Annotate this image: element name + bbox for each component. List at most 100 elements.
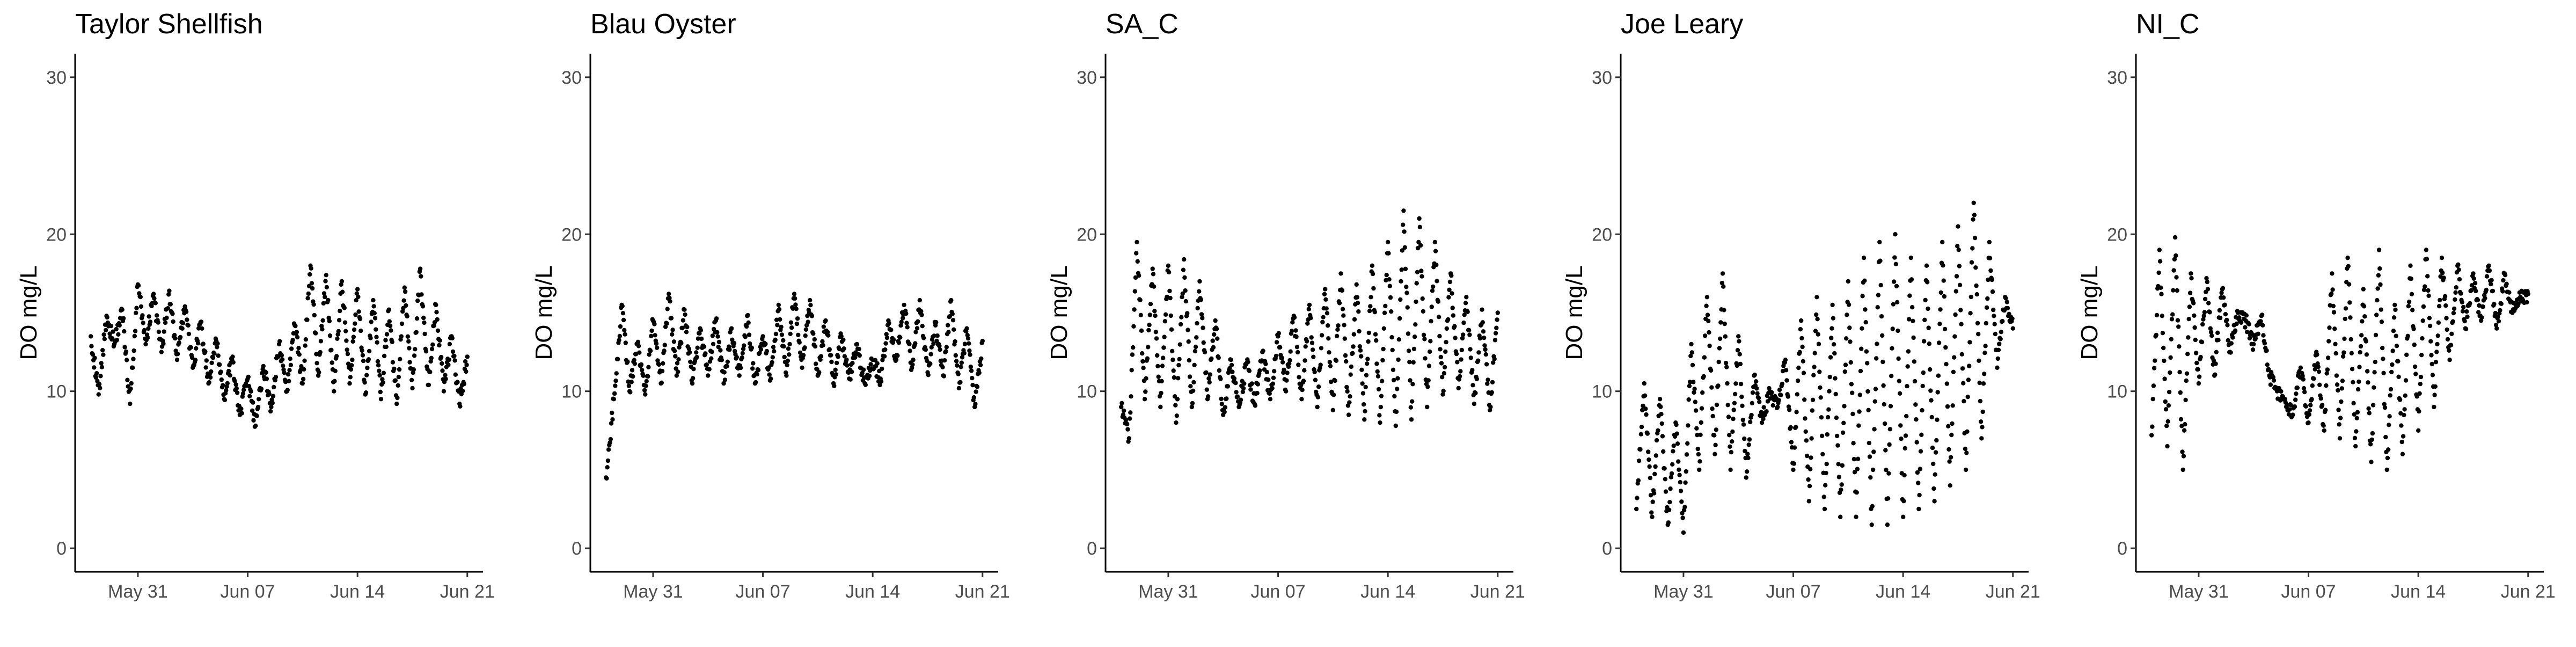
data-point xyxy=(2471,271,2476,276)
data-point xyxy=(1788,425,1793,430)
data-point xyxy=(949,297,954,303)
data-point xyxy=(257,397,261,402)
data-point xyxy=(1658,404,1663,409)
data-point xyxy=(2171,288,2176,293)
data-point xyxy=(1834,415,1839,420)
data-point xyxy=(1722,321,1727,326)
data-point xyxy=(2205,279,2209,285)
data-point xyxy=(2178,417,2184,422)
data-point xyxy=(1891,302,1896,307)
data-point xyxy=(1274,340,1279,345)
data-point xyxy=(979,356,984,361)
x-tick-label: Jun 21 xyxy=(1470,581,1525,602)
data-point xyxy=(1809,455,1813,460)
data-point xyxy=(727,347,732,352)
data-point xyxy=(934,320,939,325)
data-point xyxy=(2325,367,2330,372)
data-point xyxy=(1356,309,1361,314)
data-point xyxy=(2423,284,2427,289)
data-point xyxy=(350,339,355,344)
data-point xyxy=(1983,344,1988,348)
data-point xyxy=(1896,328,1900,333)
data-point xyxy=(1219,402,1224,406)
data-point xyxy=(2373,332,2379,338)
data-point xyxy=(1204,370,1209,375)
data-point xyxy=(1876,293,1881,297)
data-point xyxy=(785,358,791,364)
data-point xyxy=(306,291,311,296)
data-point xyxy=(170,311,175,316)
data-point xyxy=(105,315,109,320)
data-point xyxy=(1189,404,1194,410)
data-point xyxy=(919,312,924,317)
data-point xyxy=(1694,426,1699,431)
data-point xyxy=(1400,248,1405,253)
data-point xyxy=(2456,267,2461,272)
data-point xyxy=(2457,277,2462,282)
data-point xyxy=(1926,325,1931,330)
data-point xyxy=(1679,499,1684,504)
data-point xyxy=(1942,294,1947,299)
data-point xyxy=(288,357,292,361)
data-point xyxy=(722,370,727,375)
data-point xyxy=(792,292,797,296)
data-point xyxy=(1856,423,1861,428)
data-point xyxy=(1862,278,1867,283)
data-point xyxy=(688,359,693,365)
data-point xyxy=(857,346,861,352)
data-point xyxy=(609,421,614,426)
data-point xyxy=(2187,304,2192,309)
data-point xyxy=(776,302,781,308)
data-point xyxy=(1210,338,1215,343)
data-point xyxy=(2362,314,2367,319)
data-point xyxy=(1873,387,1878,391)
data-point xyxy=(675,361,680,366)
data-point xyxy=(2394,344,2399,348)
data-point xyxy=(168,302,173,307)
data-point xyxy=(2266,367,2271,372)
data-point xyxy=(2175,318,2180,323)
data-point xyxy=(1492,357,1497,361)
data-point xyxy=(1405,305,1410,310)
data-point xyxy=(1360,381,1365,386)
data-point xyxy=(750,366,755,371)
y-tick-label: 10 xyxy=(1592,382,1612,402)
data-point xyxy=(166,292,171,297)
data-point xyxy=(767,372,772,377)
data-point xyxy=(1675,441,1680,446)
data-point xyxy=(622,328,627,333)
data-point xyxy=(177,340,181,345)
data-point xyxy=(2218,315,2223,321)
data-point xyxy=(2420,318,2425,323)
data-point xyxy=(98,386,103,390)
data-point xyxy=(787,352,792,357)
data-point xyxy=(1716,359,1721,365)
data-point xyxy=(2384,467,2389,472)
data-point xyxy=(1878,282,1883,288)
data-point xyxy=(1747,437,1752,442)
data-point xyxy=(412,353,417,358)
data-point xyxy=(1376,387,1381,392)
data-point xyxy=(1201,340,1206,345)
data-point xyxy=(1750,390,1755,395)
data-point xyxy=(1685,441,1690,446)
data-point xyxy=(1920,383,1925,389)
data-point xyxy=(1218,376,1223,381)
data-point xyxy=(92,355,97,360)
data-point xyxy=(1480,307,1484,312)
data-point xyxy=(729,326,734,331)
data-point xyxy=(952,327,956,332)
data-point xyxy=(1857,409,1862,414)
y-tick-label: 10 xyxy=(1077,382,1097,402)
data-point xyxy=(833,372,839,377)
data-point xyxy=(630,368,635,373)
data-point xyxy=(1229,362,1234,368)
data-point xyxy=(676,357,681,362)
data-point xyxy=(225,381,230,386)
data-point xyxy=(2354,416,2359,420)
data-point xyxy=(2429,353,2434,358)
data-point xyxy=(1895,300,1900,304)
data-point xyxy=(1731,416,1736,421)
data-point xyxy=(2268,382,2273,387)
